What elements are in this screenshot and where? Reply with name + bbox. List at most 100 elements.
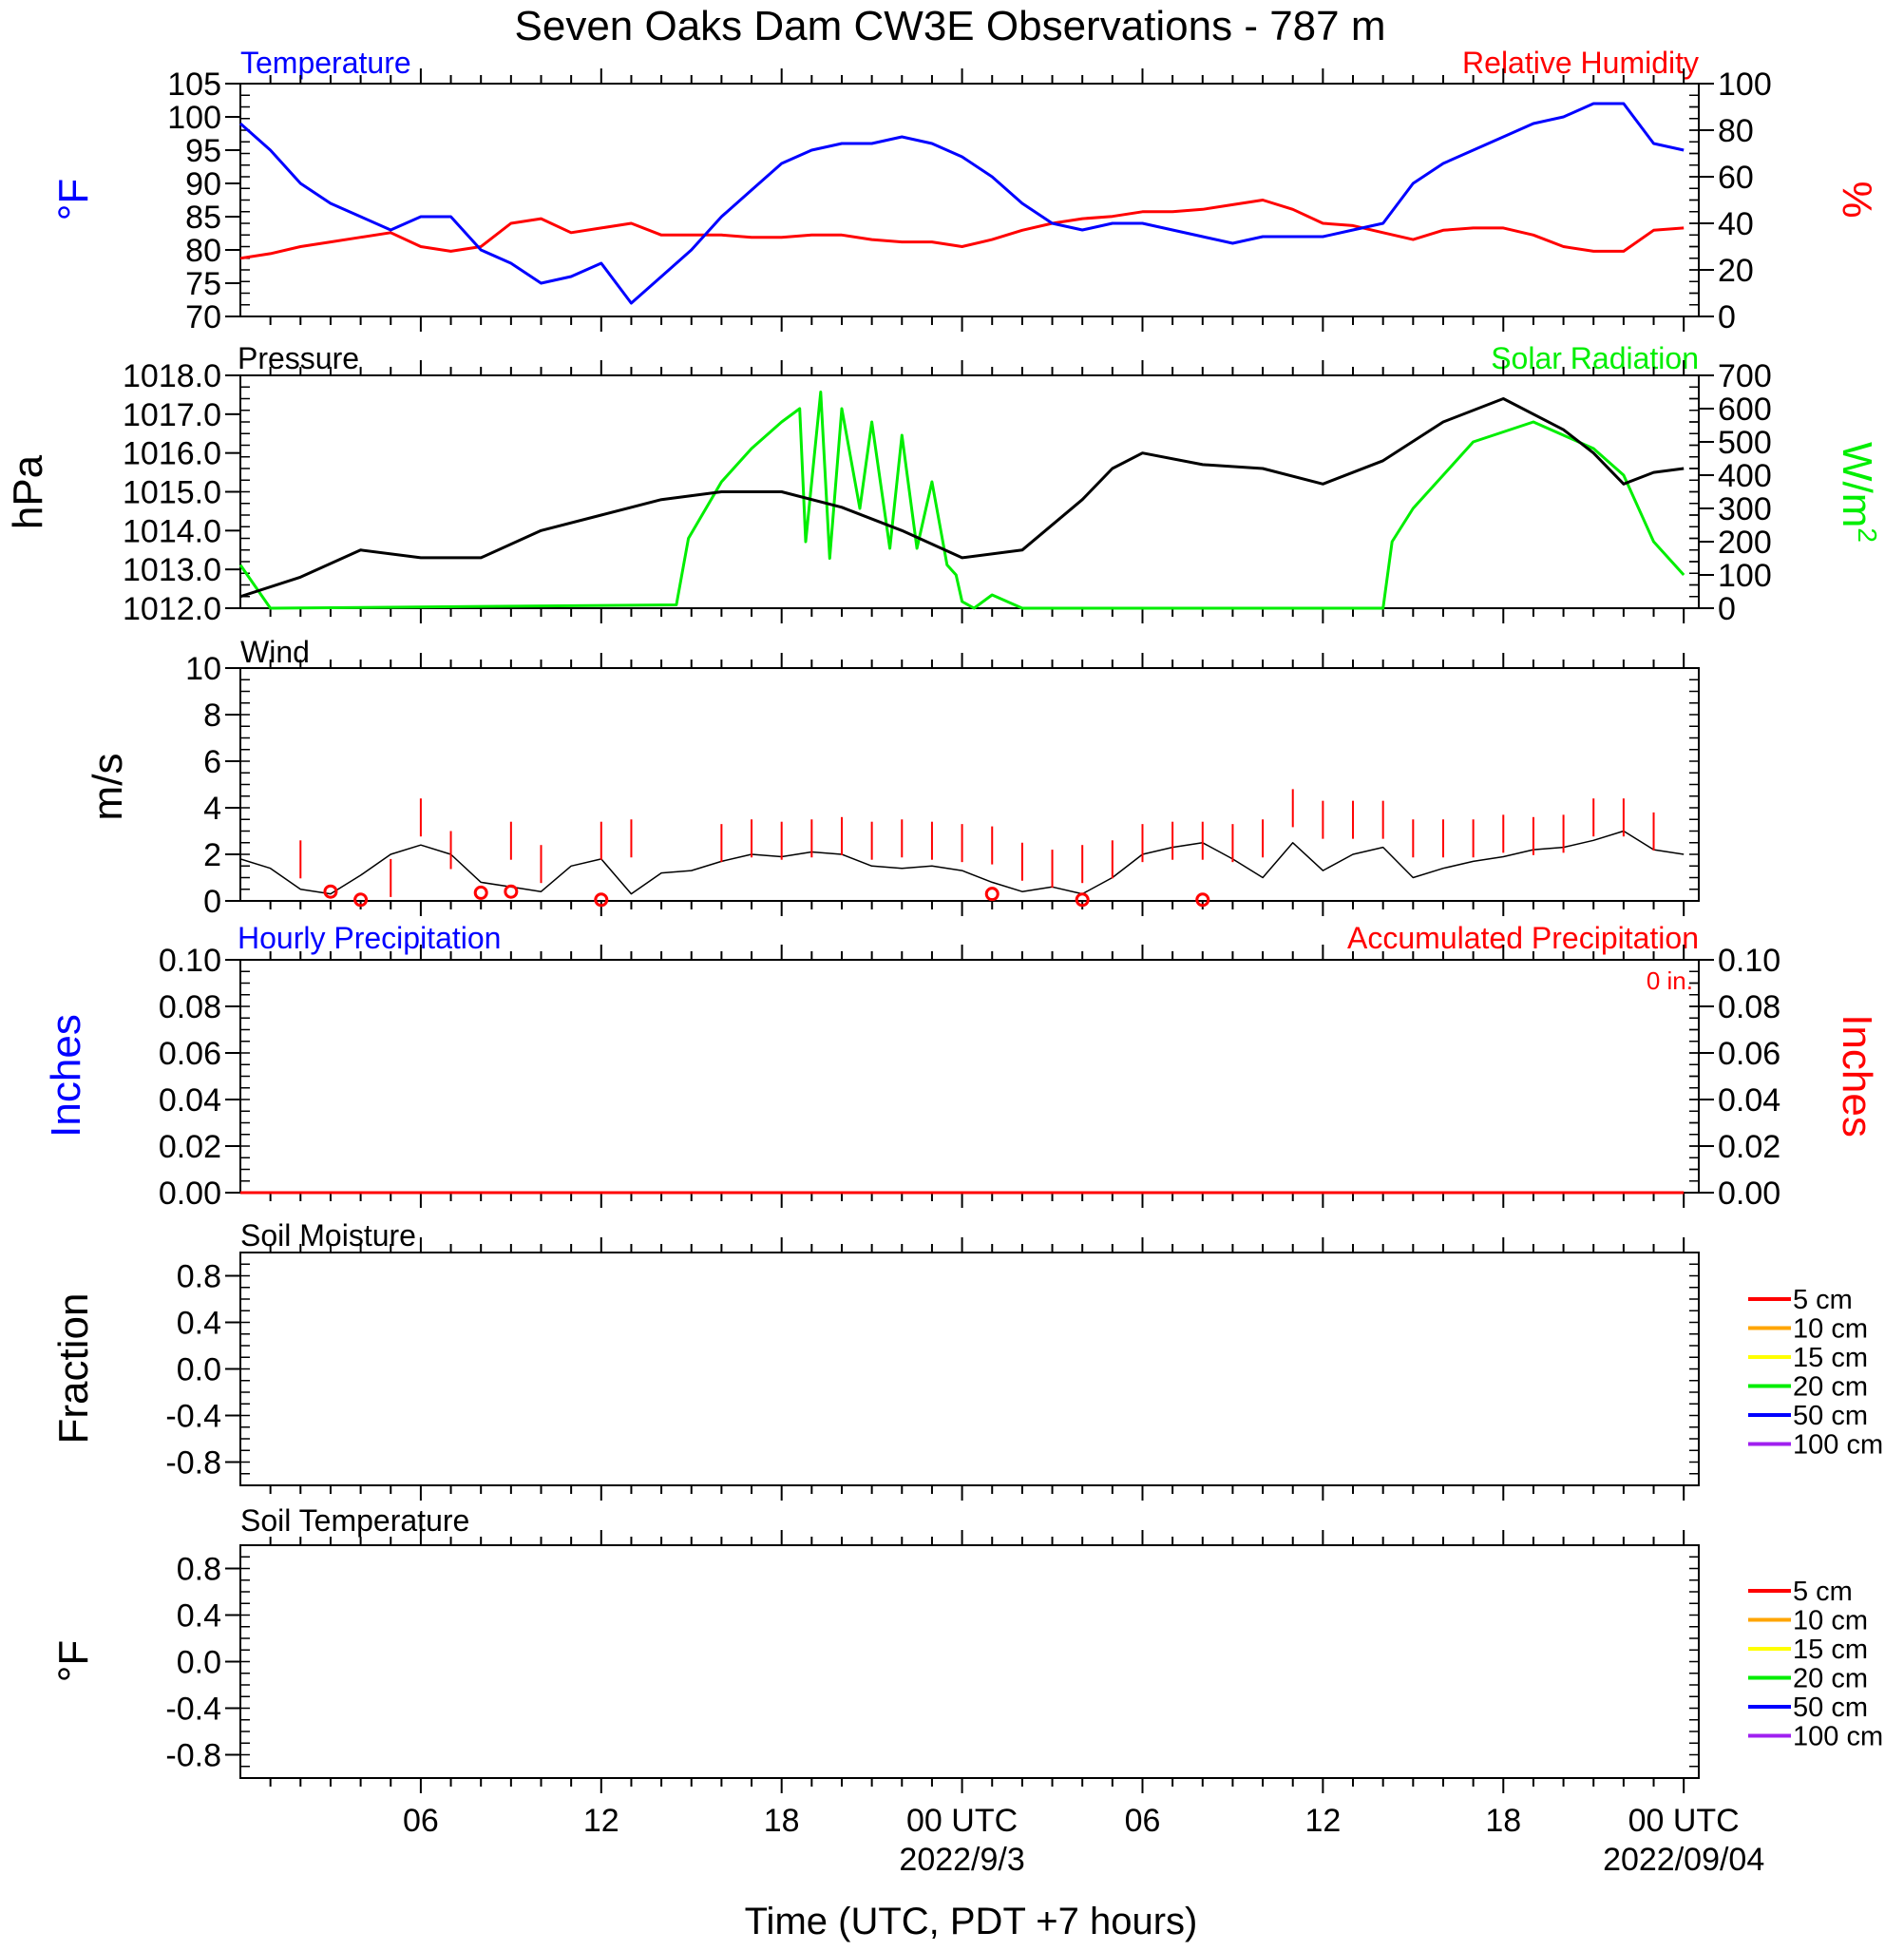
y-tick-label: 0.00 (159, 1176, 221, 1212)
x-tick-label: 18 (1485, 1803, 1521, 1839)
calm-marker (984, 887, 1000, 902)
legend-label: 15 cm (1793, 1635, 1868, 1665)
solar-unit-text: W/m2 (1834, 442, 1882, 543)
y-tick-label: 8 (203, 698, 221, 734)
solar-title: Solar Radiation (1491, 341, 1699, 375)
solar-line (238, 391, 1685, 610)
y-tick-label: 0.4 (177, 1598, 221, 1635)
x-tick-label: 18 (764, 1803, 800, 1839)
precip-y-ticks: 0.00 0.02 0.04 0.06 0.08 0.10 (159, 943, 1699, 1212)
legend-label: 10 cm (1793, 1314, 1868, 1345)
wind-speed-line (239, 830, 1685, 895)
calm-marker (353, 892, 369, 908)
y-tick-label: 0.04 (159, 1082, 221, 1119)
legend-label: 100 cm (1793, 1722, 1883, 1752)
y-tick-label: 95 (185, 133, 221, 169)
temperature-title: Temperature (240, 46, 411, 80)
x-ticks (269, 1237, 1685, 1501)
pressure-solar-series (238, 391, 1685, 610)
x-tick-label: 06 (403, 1803, 439, 1839)
y-tick-label: 0.8 (177, 1552, 221, 1588)
y-tick-label: 100 (167, 100, 221, 136)
y-tick-label: 0.00 (1718, 1176, 1780, 1212)
y-tick-label: 60 (1718, 160, 1754, 196)
y-tick-label: 80 (185, 233, 221, 269)
x-ticks (269, 945, 1685, 1208)
calm-marker (1075, 892, 1090, 908)
y-tick-label: 1017.0 (123, 397, 221, 433)
y-tick-label: 100 (1718, 67, 1772, 103)
solar-axis-label: W/m2 (1834, 442, 1882, 543)
legend-label: 10 cm (1793, 1606, 1868, 1636)
x-tick-label: 12 (1304, 1803, 1341, 1839)
legend-label: 5 cm (1793, 1285, 1853, 1315)
y-tick-label: 600 (1718, 392, 1772, 428)
y-tick-label: 1014.0 (123, 513, 221, 549)
wind-y-ticks: 0 2 4 6 8 10 (185, 651, 1699, 920)
panel-wind: Wind m/s 0 2 4 6 8 10 (85, 635, 1700, 920)
x-tick-label: 06 (1125, 1803, 1161, 1839)
y-tick-label: 200 (1718, 525, 1772, 561)
y-tick-label: 1016.0 (123, 436, 221, 472)
y-tick-label: 90 (185, 166, 221, 202)
x-tick-label: 12 (583, 1803, 619, 1839)
accum-precip-title: Accumulated Precipitation (1347, 921, 1699, 955)
accum-precip-total: 0 in. (1647, 966, 1693, 995)
y-tick-label: 0 (203, 884, 221, 920)
x-tick-date-label: 2022/9/3 (899, 1842, 1024, 1878)
y-tick-label: -0.8 (165, 1738, 221, 1774)
y-tick-label: 40 (1718, 206, 1754, 242)
y-tick-label: 1013.0 (123, 552, 221, 588)
panel-frame (239, 1252, 1700, 1486)
wind-series (239, 789, 1685, 908)
y-tick-label: 0.10 (159, 943, 221, 979)
y-tick-label: 0.04 (1718, 1082, 1780, 1119)
y-tick-label: 400 (1718, 458, 1772, 494)
x-ticks (269, 653, 1685, 916)
y-tick-label: 0.06 (1718, 1036, 1780, 1072)
y-tick-label: 500 (1718, 425, 1772, 461)
y-tick-label: 1012.0 (123, 591, 221, 627)
y-tick-label: 4 (203, 791, 221, 827)
y-tick-label: 75 (185, 266, 221, 302)
pressure-title: Pressure (238, 341, 359, 375)
y-tick-label: 20 (1718, 253, 1754, 289)
wind-title: Wind (240, 635, 310, 669)
y-tick-label: 85 (185, 200, 221, 236)
humidity-line (239, 199, 1685, 260)
y-tick-label: 2 (203, 837, 221, 873)
soil-moisture-y-ticks: -0.8 -0.4 0.0 0.4 0.8 (165, 1252, 1699, 1486)
calm-marker (504, 884, 519, 899)
accum-precip-y-ticks: 0.00 0.02 0.04 0.06 0.08 0.10 (1689, 943, 1780, 1212)
legend-label: 50 cm (1793, 1693, 1868, 1723)
y-tick-label: -0.4 (165, 1692, 221, 1728)
soil-temperature-y-ticks: -0.8 -0.4 0.0 0.4 0.8 (165, 1544, 1699, 1779)
accum-precip-axis-label: Inches (1834, 1014, 1880, 1138)
solar-unit-superscript: 2 (1853, 527, 1882, 543)
panel-temperature-humidity: Temperature Relative Humidity °F % 70758… (50, 46, 1880, 335)
soil-temperature-axis-label: °F (50, 1640, 97, 1682)
y-tick-label: 0.08 (159, 989, 221, 1025)
y-tick-label: 100 (1718, 558, 1772, 594)
calm-marker (594, 892, 609, 908)
y-tick-label: 0.06 (159, 1036, 221, 1072)
humidity-axis-label: % (1834, 181, 1880, 218)
figure-title: Seven Oaks Dam CW3E Observations - 787 m (515, 3, 1386, 49)
legend-label: 20 cm (1793, 1372, 1868, 1403)
y-tick-label: 0.0 (177, 1645, 221, 1681)
calm-marker (473, 885, 488, 900)
y-tick-label: 70 (185, 299, 221, 335)
y-tick-label: 1015.0 (123, 475, 221, 511)
y-tick-label: 0.10 (1718, 943, 1780, 979)
x-ticks (269, 68, 1685, 332)
x-ticks (269, 1530, 1685, 1793)
y-tick-label: 80 (1718, 113, 1754, 149)
temperature-line (239, 102, 1685, 305)
y-tick-label: 0 (1718, 591, 1736, 627)
x-tick-label: 00 UTC (906, 1803, 1018, 1839)
legend-label: 5 cm (1793, 1577, 1853, 1607)
panel-pressure-solar: Pressure Solar Radiation hPa W/m2 1012.0… (5, 341, 1882, 627)
y-tick-label: -0.4 (165, 1399, 221, 1435)
